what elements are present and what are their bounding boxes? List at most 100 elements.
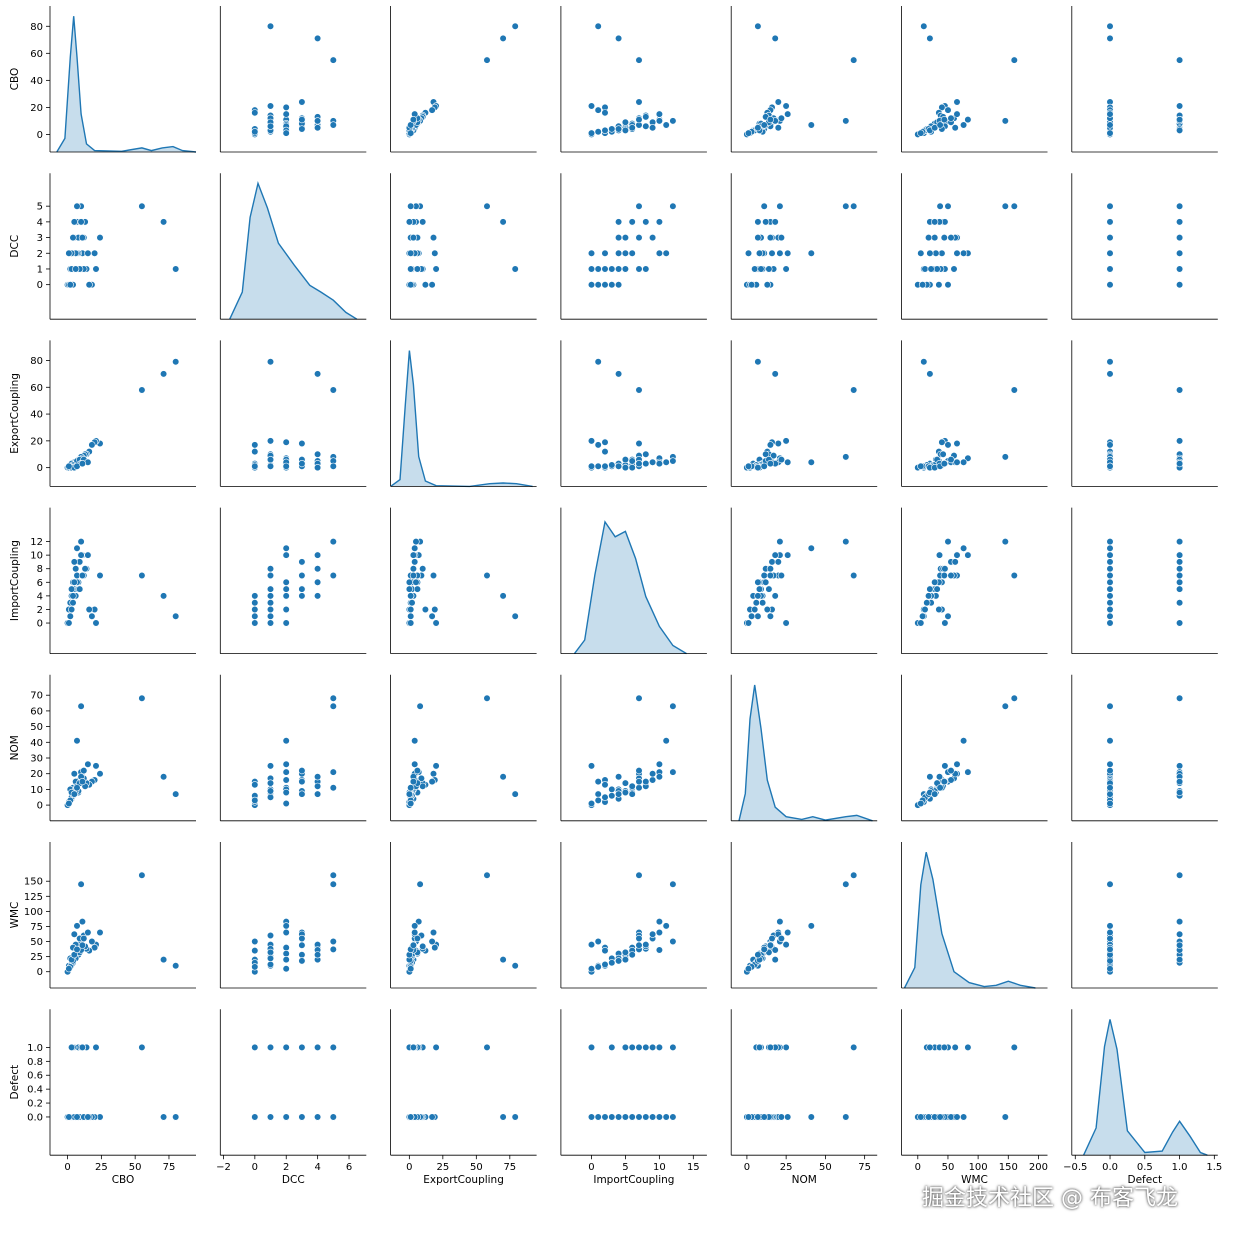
- x-axis-label-defect: Defect: [1128, 1174, 1163, 1186]
- point-exportcoupling-defect-1: [1106, 370, 1114, 378]
- point-dcc-defect-29: [1175, 281, 1184, 289]
- point-exportcoupling-importcoupling-5: [601, 438, 609, 446]
- point-nom-importcoupling-41: [587, 799, 596, 808]
- point-exportcoupling-wmc-6: [944, 441, 952, 449]
- point-wmc-exportcoupling-9: [419, 942, 427, 951]
- point-wmc-dcc-19: [282, 943, 290, 952]
- x-tick-label-defect: −0.5: [1063, 1162, 1087, 1173]
- point-wmc-importcoupling-33: [655, 928, 664, 937]
- point-cbo-defect-40: [1175, 115, 1184, 124]
- point-dcc-wmc-25: [932, 249, 940, 257]
- point-cbo-exportcoupling-40: [409, 115, 418, 124]
- point-exportcoupling-nom-40: [766, 460, 775, 468]
- point-wmc-importcoupling-31: [594, 963, 602, 971]
- point-dcc-nom-12: [776, 249, 784, 257]
- y-tick-label-dcc: 3: [37, 233, 43, 244]
- point-wmc-exportcoupling-16: [411, 922, 419, 930]
- point-defect-wmc-33: [953, 1113, 961, 1121]
- point-dcc-exportcoupling-2: [483, 202, 491, 210]
- point-defect-wmc-2: [1010, 1043, 1018, 1051]
- y-tick-label-importcoupling: 8: [37, 564, 43, 575]
- point-importcoupling-nom-4: [782, 619, 790, 627]
- point-exportcoupling-wmc-5: [938, 438, 946, 446]
- panel-defect-vs-cbo: 0.0 0.2 0.4 0.6 0.8 1.0 Defect 0 25 50 75 CBO: [9, 1009, 196, 1186]
- point-importcoupling-wmc-4: [941, 619, 949, 627]
- point-wmc-cbo-6: [88, 937, 96, 946]
- point-importcoupling-exportcoupling-9: [419, 565, 427, 573]
- point-dcc-wmc-19: [938, 249, 946, 257]
- point-defect-cbo-0: [172, 1113, 180, 1121]
- point-nom-cbo-1: [160, 773, 168, 781]
- point-importcoupling-cbo-37: [67, 585, 76, 593]
- point-wmc-nom-41: [744, 965, 753, 973]
- point-wmc-dcc-10: [266, 931, 275, 940]
- point-cbo-defect-2: [1175, 56, 1184, 64]
- point-wmc-exportcoupling-0: [511, 962, 519, 970]
- panel-dcc-vs-importcoupling: [560, 173, 707, 320]
- point-defect-dcc-31: [251, 1113, 259, 1121]
- point-dcc-cbo-7: [85, 281, 93, 289]
- y-tick-label-exportcoupling: 40: [30, 410, 43, 421]
- point-dcc-wmc-41: [917, 249, 925, 257]
- point-cbo-exportcoupling-41: [407, 129, 415, 137]
- point-importcoupling-defect-15: [1175, 578, 1184, 586]
- point-wmc-dcc-26: [298, 951, 306, 959]
- point-nom-exportcoupling-16: [411, 737, 419, 745]
- point-wmc-cbo-32: [80, 934, 88, 943]
- point-dcc-importcoupling-5: [601, 249, 609, 257]
- x-tick-label-nom: 50: [819, 1162, 832, 1173]
- point-nom-wmc-39: [936, 784, 944, 792]
- point-dcc-importcoupling-35: [655, 218, 664, 226]
- point-exportcoupling-dcc-28: [266, 456, 275, 464]
- point-wmc-cbo-33: [84, 928, 92, 937]
- point-defect-importcoupling-13: [669, 1043, 677, 1051]
- point-importcoupling-cbo-3: [96, 571, 104, 580]
- point-exportcoupling-defect-4: [1175, 437, 1184, 445]
- point-nom-wmc-4: [941, 762, 949, 770]
- y-tick-label-defect: 0.4: [27, 1085, 43, 1096]
- y-tick-label-dcc: 2: [37, 249, 43, 260]
- point-importcoupling-wmc-7: [935, 605, 943, 614]
- point-wmc-exportcoupling-5: [431, 943, 439, 952]
- point-nom-cbo-4: [92, 762, 100, 770]
- kde-line-defect: [1082, 1019, 1208, 1156]
- point-importcoupling-cbo-35: [77, 551, 85, 559]
- point-defect-dcc-13: [329, 1043, 337, 1051]
- point-dcc-nom-39: [760, 202, 768, 210]
- point-defect-importcoupling-8: [642, 1043, 650, 1051]
- point-nom-importcoupling-13: [669, 768, 677, 776]
- point-importcoupling-defect-30: [1106, 605, 1114, 614]
- point-wmc-nom-14: [768, 934, 776, 943]
- point-importcoupling-exportcoupling-35: [409, 551, 418, 559]
- point-defect-importcoupling-28: [621, 1113, 630, 1121]
- point-importcoupling-wmc-11: [1001, 537, 1009, 546]
- point-dcc-importcoupling-18: [648, 234, 657, 242]
- point-cbo-defect-39: [1106, 121, 1114, 129]
- point-defect-wmc-12: [964, 1043, 972, 1051]
- point-defect-importcoupling-15: [628, 1043, 636, 1051]
- point-importcoupling-wmc-12: [964, 551, 972, 559]
- point-nom-dcc-30: [266, 793, 275, 801]
- point-nom-cbo-40: [78, 777, 86, 786]
- point-dcc-exportcoupling-41: [407, 249, 415, 257]
- point-importcoupling-cbo-17: [72, 565, 80, 573]
- point-dcc-exportcoupling-1: [499, 218, 507, 226]
- point-exportcoupling-importcoupling-38: [628, 464, 636, 472]
- point-defect-exportcoupling-6: [428, 1113, 436, 1121]
- point-dcc-importcoupling-40: [635, 234, 643, 242]
- kde-fill-wmc: [904, 852, 1036, 988]
- point-importcoupling-nom-29: [752, 599, 760, 607]
- point-dcc-wmc-13: [944, 202, 952, 210]
- x-tick-label-nom: 0: [744, 1162, 750, 1173]
- point-cbo-importcoupling-9: [642, 113, 650, 121]
- point-nom-importcoupling-4: [587, 762, 596, 770]
- point-defect-dcc-37: [282, 1043, 290, 1051]
- point-exportcoupling-importcoupling-36: [614, 462, 623, 470]
- point-exportcoupling-wmc-3: [953, 439, 961, 448]
- point-exportcoupling-nom-0: [754, 358, 762, 366]
- panel-importcoupling-vs-defect: [1071, 507, 1218, 654]
- point-wmc-dcc-33: [282, 928, 290, 937]
- point-importcoupling-nom-28: [765, 585, 773, 593]
- point-nom-defect-16: [1106, 737, 1114, 745]
- point-wmc-dcc-25: [282, 949, 290, 958]
